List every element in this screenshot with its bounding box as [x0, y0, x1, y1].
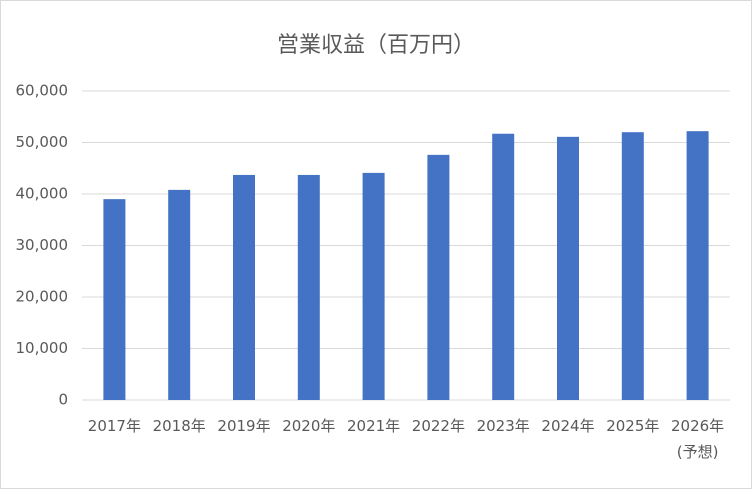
- x-tick-label-box: 2017年: [87, 417, 141, 435]
- x-tick-label-box: 2021年: [347, 417, 401, 435]
- y-tick-label: 60,000: [16, 82, 69, 100]
- y-tick-label: 40,000: [16, 185, 69, 203]
- x-tick-label-box: 2024年: [541, 417, 595, 435]
- x-tick-label: 2022年: [411, 417, 465, 435]
- x-tick-label-box: 2019年: [217, 417, 271, 435]
- x-tick-label-box: 2026年(予想): [671, 417, 725, 461]
- bar: [233, 174, 255, 400]
- x-tick-label: 2019年: [217, 417, 271, 435]
- x-tick-label-box: 2025年: [606, 417, 660, 435]
- x-tick-label: 2026年(予想): [671, 417, 725, 461]
- chart-title: 営業収益（百万円）: [277, 33, 475, 58]
- y-tick-label: 20,000: [16, 288, 69, 306]
- bar: [686, 131, 709, 401]
- y-tick-label: 0: [58, 391, 68, 409]
- bar: [621, 132, 644, 400]
- y-tick-label: 30,000: [16, 236, 69, 254]
- x-tick-label-box: 2020年: [282, 417, 336, 435]
- x-tick-label: 2023年: [476, 417, 530, 435]
- x-tick-label-box: 2018年: [152, 417, 206, 435]
- bar: [362, 172, 385, 400]
- x-tick-label: 2024年: [541, 417, 595, 435]
- bar: [103, 199, 126, 400]
- x-tick-label-box: 2023年: [476, 417, 530, 435]
- x-tick-label: 2020年: [282, 417, 336, 435]
- bar: [427, 154, 450, 400]
- x-tick-label: 2017年: [87, 417, 141, 435]
- x-tick-label-box: 2022年: [411, 417, 465, 435]
- y-tick-label: 10,000: [16, 339, 69, 357]
- bar: [557, 136, 579, 400]
- x-tick-label: 2021年: [347, 417, 401, 435]
- bar: [492, 133, 515, 400]
- bar: [297, 174, 320, 400]
- x-tick-label: 2025年: [606, 417, 660, 435]
- y-tick-label: 50,000: [16, 133, 69, 151]
- x-tick-label: 2018年: [152, 417, 206, 435]
- bar: [168, 189, 191, 400]
